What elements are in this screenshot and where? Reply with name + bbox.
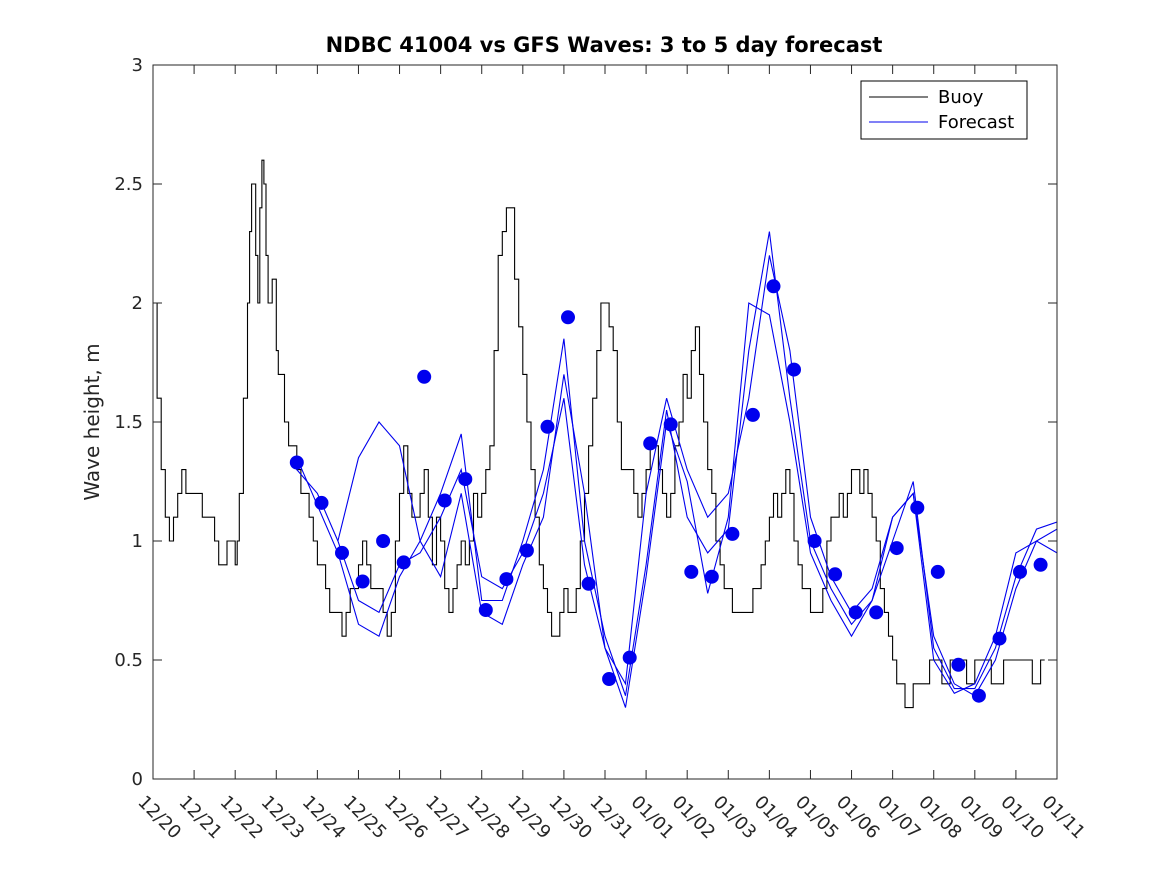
forecast-marker xyxy=(417,369,432,384)
forecast-marker xyxy=(704,569,719,584)
forecast-marker xyxy=(396,555,411,570)
forecast-marker xyxy=(1013,564,1027,579)
plot-data-layer xyxy=(153,159,1057,709)
forecast-marker xyxy=(951,657,966,672)
forecast-marker xyxy=(663,417,678,432)
forecast-marker xyxy=(643,436,658,451)
forecast-marker xyxy=(807,534,822,548)
forecast-marker xyxy=(725,526,740,541)
forecast-marker xyxy=(437,493,452,508)
forecast-marker xyxy=(766,279,781,294)
forecast-marker xyxy=(581,576,596,591)
forecast-marker xyxy=(1033,557,1048,572)
forecast-marker xyxy=(499,572,514,587)
chart-title: NDBC 41004 vs GFS Waves: 3 to 5 day fore… xyxy=(326,33,883,57)
forecast-marker xyxy=(992,631,1007,646)
legend: Buoy Forecast xyxy=(860,80,1028,140)
forecast-marker xyxy=(540,419,555,434)
forecast-marker xyxy=(787,362,801,377)
y-tick-label: 1 xyxy=(132,531,143,552)
forecast-marker xyxy=(458,472,473,487)
forecast-marker xyxy=(828,567,843,582)
legend-buoy-label: Buoy xyxy=(938,87,984,108)
legend-forecast-label: Forecast xyxy=(938,112,1014,133)
forecast-marker xyxy=(910,500,925,515)
forecast-marker xyxy=(869,605,884,620)
forecast-marker xyxy=(519,543,534,558)
forecast-marker xyxy=(335,545,349,560)
forecast-series-line-2 xyxy=(337,302,1057,708)
y-tick-label: 1.5 xyxy=(114,412,143,433)
buoy-series-line xyxy=(153,159,1045,709)
forecast-series-line-1 xyxy=(296,231,1057,696)
forecast-marker xyxy=(971,688,986,703)
forecast-marker xyxy=(376,534,391,548)
forecast-marker xyxy=(289,455,304,470)
legend-box xyxy=(860,80,1028,140)
y-tick-label: 0 xyxy=(132,769,143,790)
forecast-marker xyxy=(848,605,863,620)
forecast-marker xyxy=(478,603,493,617)
y-tick-label: 2.5 xyxy=(114,174,143,195)
forecast-marker xyxy=(930,564,945,579)
forecast-marker xyxy=(602,672,617,686)
forecast-marker xyxy=(314,495,329,510)
forecast-marker xyxy=(745,407,760,422)
y-axis-label: Wave height, m xyxy=(80,343,104,500)
forecast-marker xyxy=(622,650,637,665)
y-tick-label: 2 xyxy=(132,293,143,314)
forecast-marker xyxy=(889,541,904,556)
y-tick-label: 3 xyxy=(132,55,143,76)
forecast-marker xyxy=(684,564,699,579)
forecast-marker xyxy=(561,310,575,325)
y-tick-label: 0.5 xyxy=(114,650,143,671)
forecast-marker xyxy=(355,574,370,589)
